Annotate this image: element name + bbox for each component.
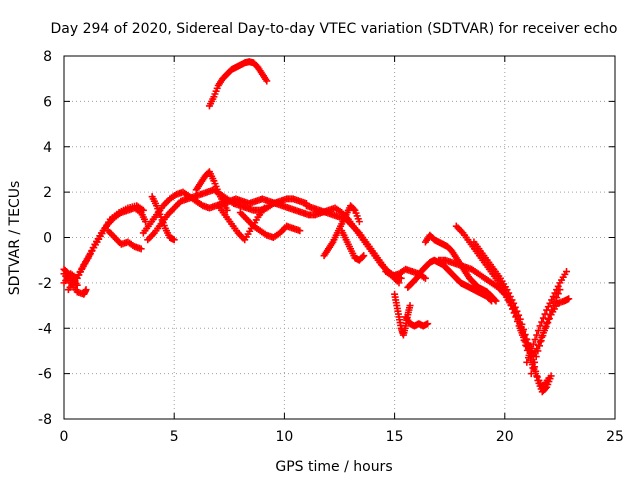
series-track-7: [148, 193, 178, 244]
y-tick-label: 6: [43, 94, 52, 110]
series-track-21: [452, 222, 553, 391]
series-track-16: [391, 290, 414, 339]
data-point: [515, 311, 523, 319]
data-point: [539, 314, 547, 322]
series-track-4: [104, 227, 145, 253]
y-tick-label: 4: [43, 140, 52, 156]
data-point: [261, 204, 269, 212]
series-track-11: [205, 58, 271, 110]
data-point: [565, 295, 573, 303]
data-point: [536, 338, 544, 346]
data-point: [520, 333, 528, 341]
x-tick-label: 10: [275, 429, 293, 445]
series-track-17: [402, 313, 432, 330]
data-point: [516, 315, 524, 323]
data-point: [551, 298, 559, 306]
data-point: [491, 296, 499, 304]
series-track-3: [64, 204, 150, 294]
data-point: [170, 236, 178, 244]
data-point: [538, 333, 546, 341]
data-point: [527, 370, 535, 378]
series-track-8: [192, 168, 231, 214]
y-tick-label: 2: [43, 185, 52, 201]
data-point: [541, 324, 549, 332]
data-point: [531, 336, 539, 344]
data-point: [395, 279, 403, 287]
data-point: [539, 329, 547, 337]
data-point: [137, 245, 145, 253]
data-point: [544, 315, 552, 323]
series-track-15: [382, 265, 429, 282]
series-track-26: [60, 265, 81, 289]
data-point: [511, 303, 519, 311]
y-tick-label: 8: [43, 49, 52, 65]
series-track-13: [320, 202, 363, 260]
data-point: [421, 274, 429, 282]
data-point: [554, 290, 562, 298]
data-point: [546, 311, 554, 319]
y-tick-label: -8: [38, 412, 52, 428]
data-point: [563, 268, 571, 276]
data-point: [533, 372, 541, 380]
data-point: [73, 281, 81, 289]
data-point: [548, 306, 556, 314]
x-tick-label: 20: [496, 429, 514, 445]
data-point: [513, 307, 521, 315]
data-point: [533, 331, 541, 339]
data-point: [524, 354, 532, 362]
y-tick-label: 0: [43, 231, 52, 247]
x-tick-label: 15: [386, 429, 404, 445]
x-axis-label: GPS time / hours: [275, 459, 392, 475]
chart-title: Day 294 of 2020, Sidereal Day-to-day VTE…: [51, 21, 618, 37]
x-tick-label: 0: [60, 429, 69, 445]
data-point: [534, 327, 542, 335]
x-tick-label: 25: [606, 429, 624, 445]
data-points: [60, 58, 573, 396]
data-point: [531, 358, 539, 366]
data-point: [355, 218, 363, 226]
data-point: [359, 253, 367, 261]
data-point: [82, 286, 90, 294]
data-point: [406, 302, 414, 310]
data-point: [538, 318, 546, 326]
y-tick-label: -6: [38, 367, 52, 383]
series-track-22: [470, 238, 555, 396]
data-point: [549, 302, 557, 310]
data-point: [424, 320, 432, 328]
data-point: [553, 294, 561, 302]
grid: [64, 56, 615, 419]
y-tick-label: -4: [38, 321, 52, 337]
data-point: [536, 322, 544, 330]
data-point: [350, 205, 358, 213]
series-track-25: [516, 286, 564, 359]
data-point: [542, 384, 550, 392]
data-point: [529, 340, 537, 348]
data-point: [547, 372, 555, 380]
y-axis-label: SDTVAR / TECUs: [7, 181, 23, 296]
data-point: [518, 320, 526, 328]
data-point: [516, 324, 524, 332]
data-point: [523, 358, 531, 366]
series-track-10: [236, 209, 304, 241]
data-point: [263, 77, 271, 85]
data-point: [556, 286, 564, 294]
data-point: [543, 320, 551, 328]
x-tick-label: 5: [170, 429, 179, 445]
series-track-14: [338, 227, 368, 264]
data-point: [360, 252, 368, 260]
data-point: [142, 218, 150, 226]
axis-ticks: 0 5 10 15 20 25 -8 -6 -4 -2 0 2 4 6 8: [38, 49, 624, 445]
data-point: [518, 329, 526, 337]
data-point: [529, 364, 537, 372]
data-point: [521, 338, 529, 346]
y-tick-label: -2: [38, 276, 52, 292]
data-point: [510, 299, 518, 307]
data-point: [492, 297, 500, 305]
series-track-6: [144, 186, 310, 244]
data-point: [296, 227, 304, 235]
